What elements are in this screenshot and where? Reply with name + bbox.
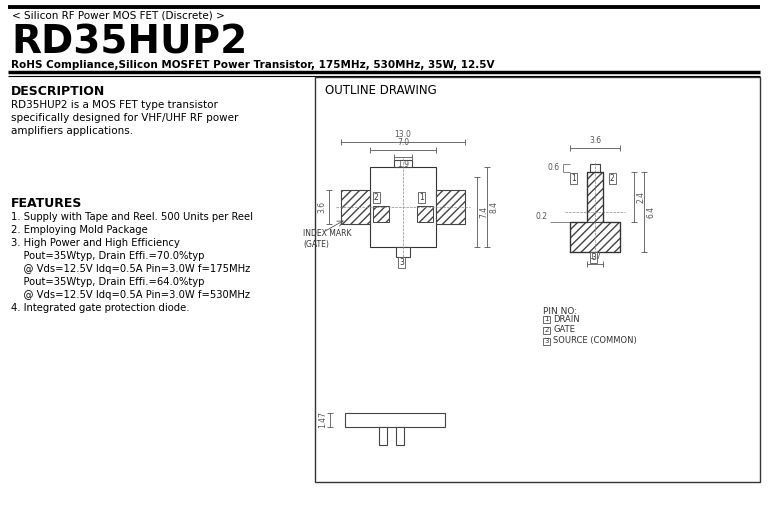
Bar (315, 77, 760, 482)
Text: 1.7: 1.7 (589, 252, 601, 261)
Text: 1: 1 (419, 193, 424, 202)
Text: 0.6: 0.6 (548, 163, 560, 172)
Text: SOURCE (COMMON): SOURCE (COMMON) (553, 337, 637, 345)
Bar (345, 413, 445, 427)
Text: 1. Supply with Tape and Reel. 500 Units per Reel: 1. Supply with Tape and Reel. 500 Units … (11, 212, 253, 222)
Text: 2.4: 2.4 (637, 191, 646, 203)
Text: amplifiers applications.: amplifiers applications. (11, 126, 133, 136)
Text: 4. Integrated gate protection diode.: 4. Integrated gate protection diode. (11, 303, 190, 313)
Text: 2: 2 (610, 174, 614, 183)
Text: RD35HUP2 is a MOS FET type transistor: RD35HUP2 is a MOS FET type transistor (11, 100, 218, 110)
Text: 7.4: 7.4 (480, 206, 488, 218)
Bar (396, 427, 404, 445)
Text: 1: 1 (545, 316, 549, 322)
Text: 1.9: 1.9 (397, 160, 409, 169)
Bar (543, 327, 550, 334)
Bar (543, 316, 550, 323)
Text: 3: 3 (591, 253, 596, 262)
Bar (543, 338, 550, 345)
Bar (417, 206, 433, 222)
Bar (372, 206, 389, 222)
Text: 8.4: 8.4 (490, 201, 498, 213)
Text: 0.2: 0.2 (536, 212, 548, 221)
Text: 1.47: 1.47 (318, 412, 327, 428)
Text: 7.0: 7.0 (397, 138, 409, 147)
Bar (570, 222, 620, 252)
Text: 3. High Power and High Efficiency: 3. High Power and High Efficiency (11, 238, 180, 248)
Bar (436, 190, 465, 224)
Text: 1: 1 (571, 174, 576, 183)
Text: 2: 2 (545, 327, 548, 333)
Text: @ Vds=12.5V Idq=0.5A Pin=3.0W f=530MHz: @ Vds=12.5V Idq=0.5A Pin=3.0W f=530MHz (11, 290, 250, 300)
Text: FEATURES: FEATURES (11, 197, 82, 210)
Bar (369, 167, 436, 247)
Bar (394, 160, 412, 167)
Text: 6.4: 6.4 (647, 206, 656, 218)
Text: RD35HUP2: RD35HUP2 (11, 23, 247, 61)
Text: 13.0: 13.0 (395, 130, 412, 139)
Text: 3.6: 3.6 (589, 136, 601, 145)
Text: 3.6: 3.6 (317, 201, 326, 213)
Text: Pout=35Wtyp, Drain Effi.=70.0%typ: Pout=35Wtyp, Drain Effi.=70.0%typ (11, 251, 204, 261)
Text: DESCRIPTION: DESCRIPTION (11, 85, 105, 98)
Text: 3: 3 (399, 258, 404, 267)
Text: INDEX MARK
(GATE): INDEX MARK (GATE) (303, 229, 352, 248)
Bar (396, 247, 410, 257)
Bar (587, 172, 603, 222)
Text: DRAIN: DRAIN (553, 314, 580, 323)
Text: RoHS Compliance,Silicon MOSFET Power Transistor, 175MHz, 530MHz, 35W, 12.5V: RoHS Compliance,Silicon MOSFET Power Tra… (11, 60, 495, 70)
Text: 2: 2 (374, 193, 379, 202)
Text: @ Vds=12.5V Idq=0.5A Pin=3.0W f=175MHz: @ Vds=12.5V Idq=0.5A Pin=3.0W f=175MHz (11, 264, 250, 274)
Bar (379, 427, 387, 445)
Text: 3: 3 (545, 338, 549, 344)
Text: specifically designed for VHF/UHF RF power: specifically designed for VHF/UHF RF pow… (11, 113, 238, 123)
Text: PIN NO:: PIN NO: (543, 307, 577, 316)
Text: 2. Employing Mold Package: 2. Employing Mold Package (11, 225, 147, 235)
Text: GATE: GATE (553, 325, 575, 335)
Text: < Silicon RF Power MOS FET (Discrete) >: < Silicon RF Power MOS FET (Discrete) > (12, 10, 225, 20)
Text: Pout=35Wtyp, Drain Effi.=64.0%typ: Pout=35Wtyp, Drain Effi.=64.0%typ (11, 277, 204, 287)
Bar (341, 190, 369, 224)
Text: OUTLINE DRAWING: OUTLINE DRAWING (325, 84, 437, 97)
Bar (590, 164, 600, 172)
